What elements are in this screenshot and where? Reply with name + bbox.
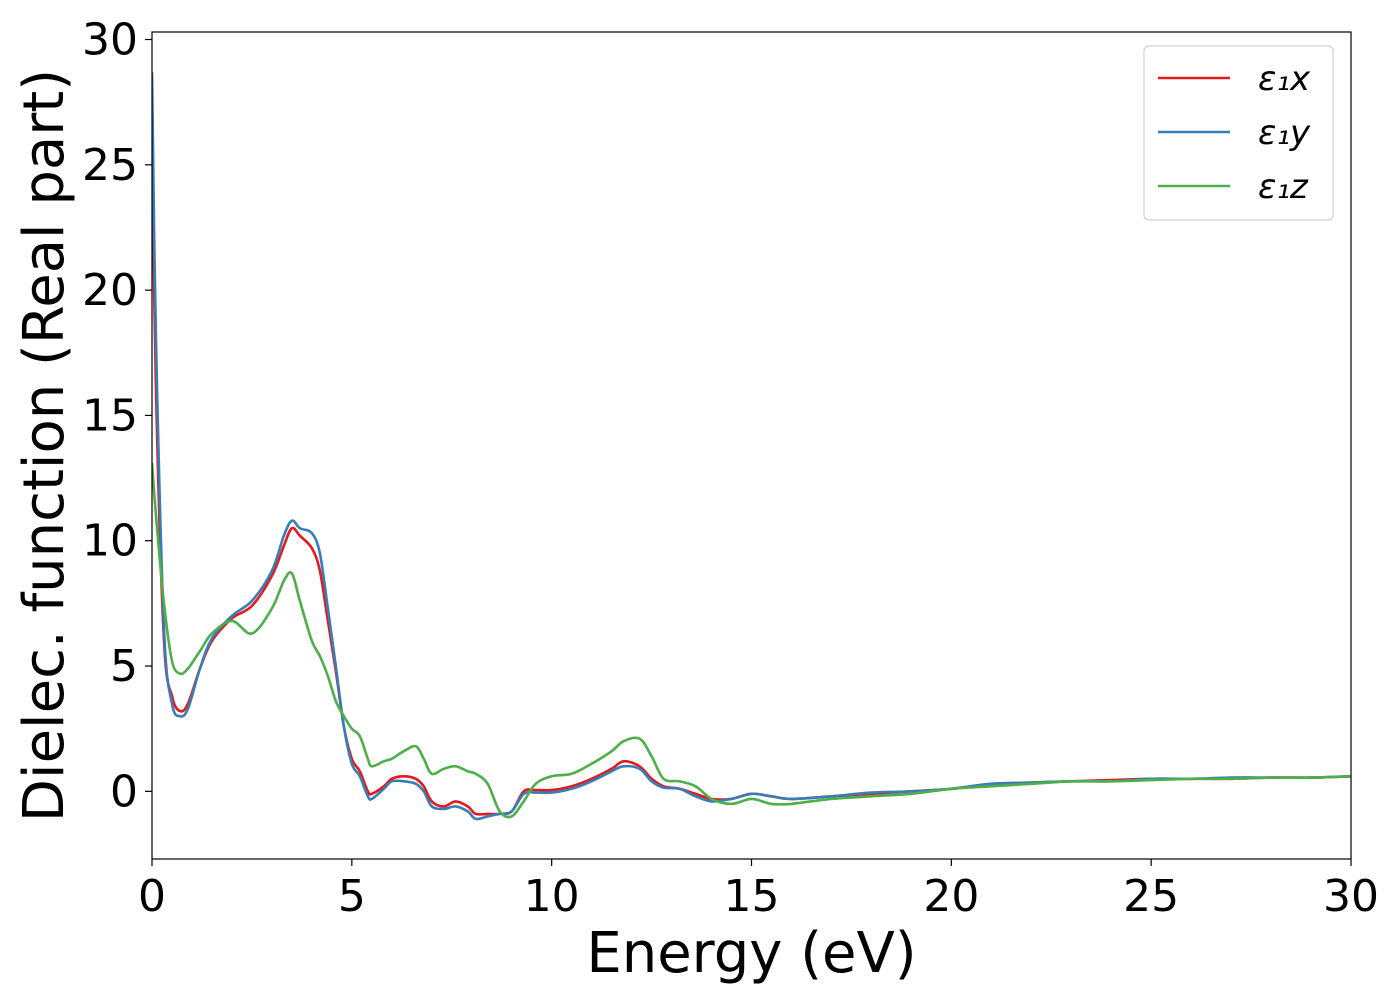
y-axis: 0 5 10 15 20 25 30: [82, 15, 152, 817]
x-tick-label: 5: [338, 871, 366, 922]
legend-label-2: ε₁y: [1258, 113, 1311, 153]
series-line-1: [152, 132, 1351, 816]
series-lines: [152, 72, 1351, 821]
x-tick-label: 10: [524, 871, 580, 922]
x-axis-title: Energy (eV): [586, 921, 916, 986]
y-tick-label: 25: [82, 140, 138, 191]
x-tick-label: 30: [1323, 871, 1379, 922]
y-tick-label: 0: [110, 766, 138, 817]
y-tick-label: 10: [82, 516, 138, 567]
legend-frame: [1143, 45, 1334, 221]
y-axis-title: Dielec. function (Real part): [12, 69, 77, 822]
y-tick-label: 5: [110, 641, 138, 692]
legend-label-1: ε₁x: [1258, 59, 1311, 99]
y-tick-label: 20: [82, 265, 138, 316]
x-tick-label: 15: [724, 871, 780, 922]
series-line-2: [152, 72, 1351, 821]
x-tick-label: 20: [923, 871, 979, 922]
x-tick-label: 25: [1123, 871, 1179, 922]
y-tick-label: 15: [82, 390, 138, 441]
x-axis: 0 5 10 15 20 25 30: [138, 859, 1379, 922]
legend-label-3: ε₁z: [1258, 167, 1309, 207]
x-tick-label: 0: [138, 871, 166, 922]
series-line-3: [152, 462, 1351, 819]
legend: ε₁x ε₁y ε₁z: [1143, 45, 1334, 221]
y-tick-label: 30: [82, 15, 138, 66]
